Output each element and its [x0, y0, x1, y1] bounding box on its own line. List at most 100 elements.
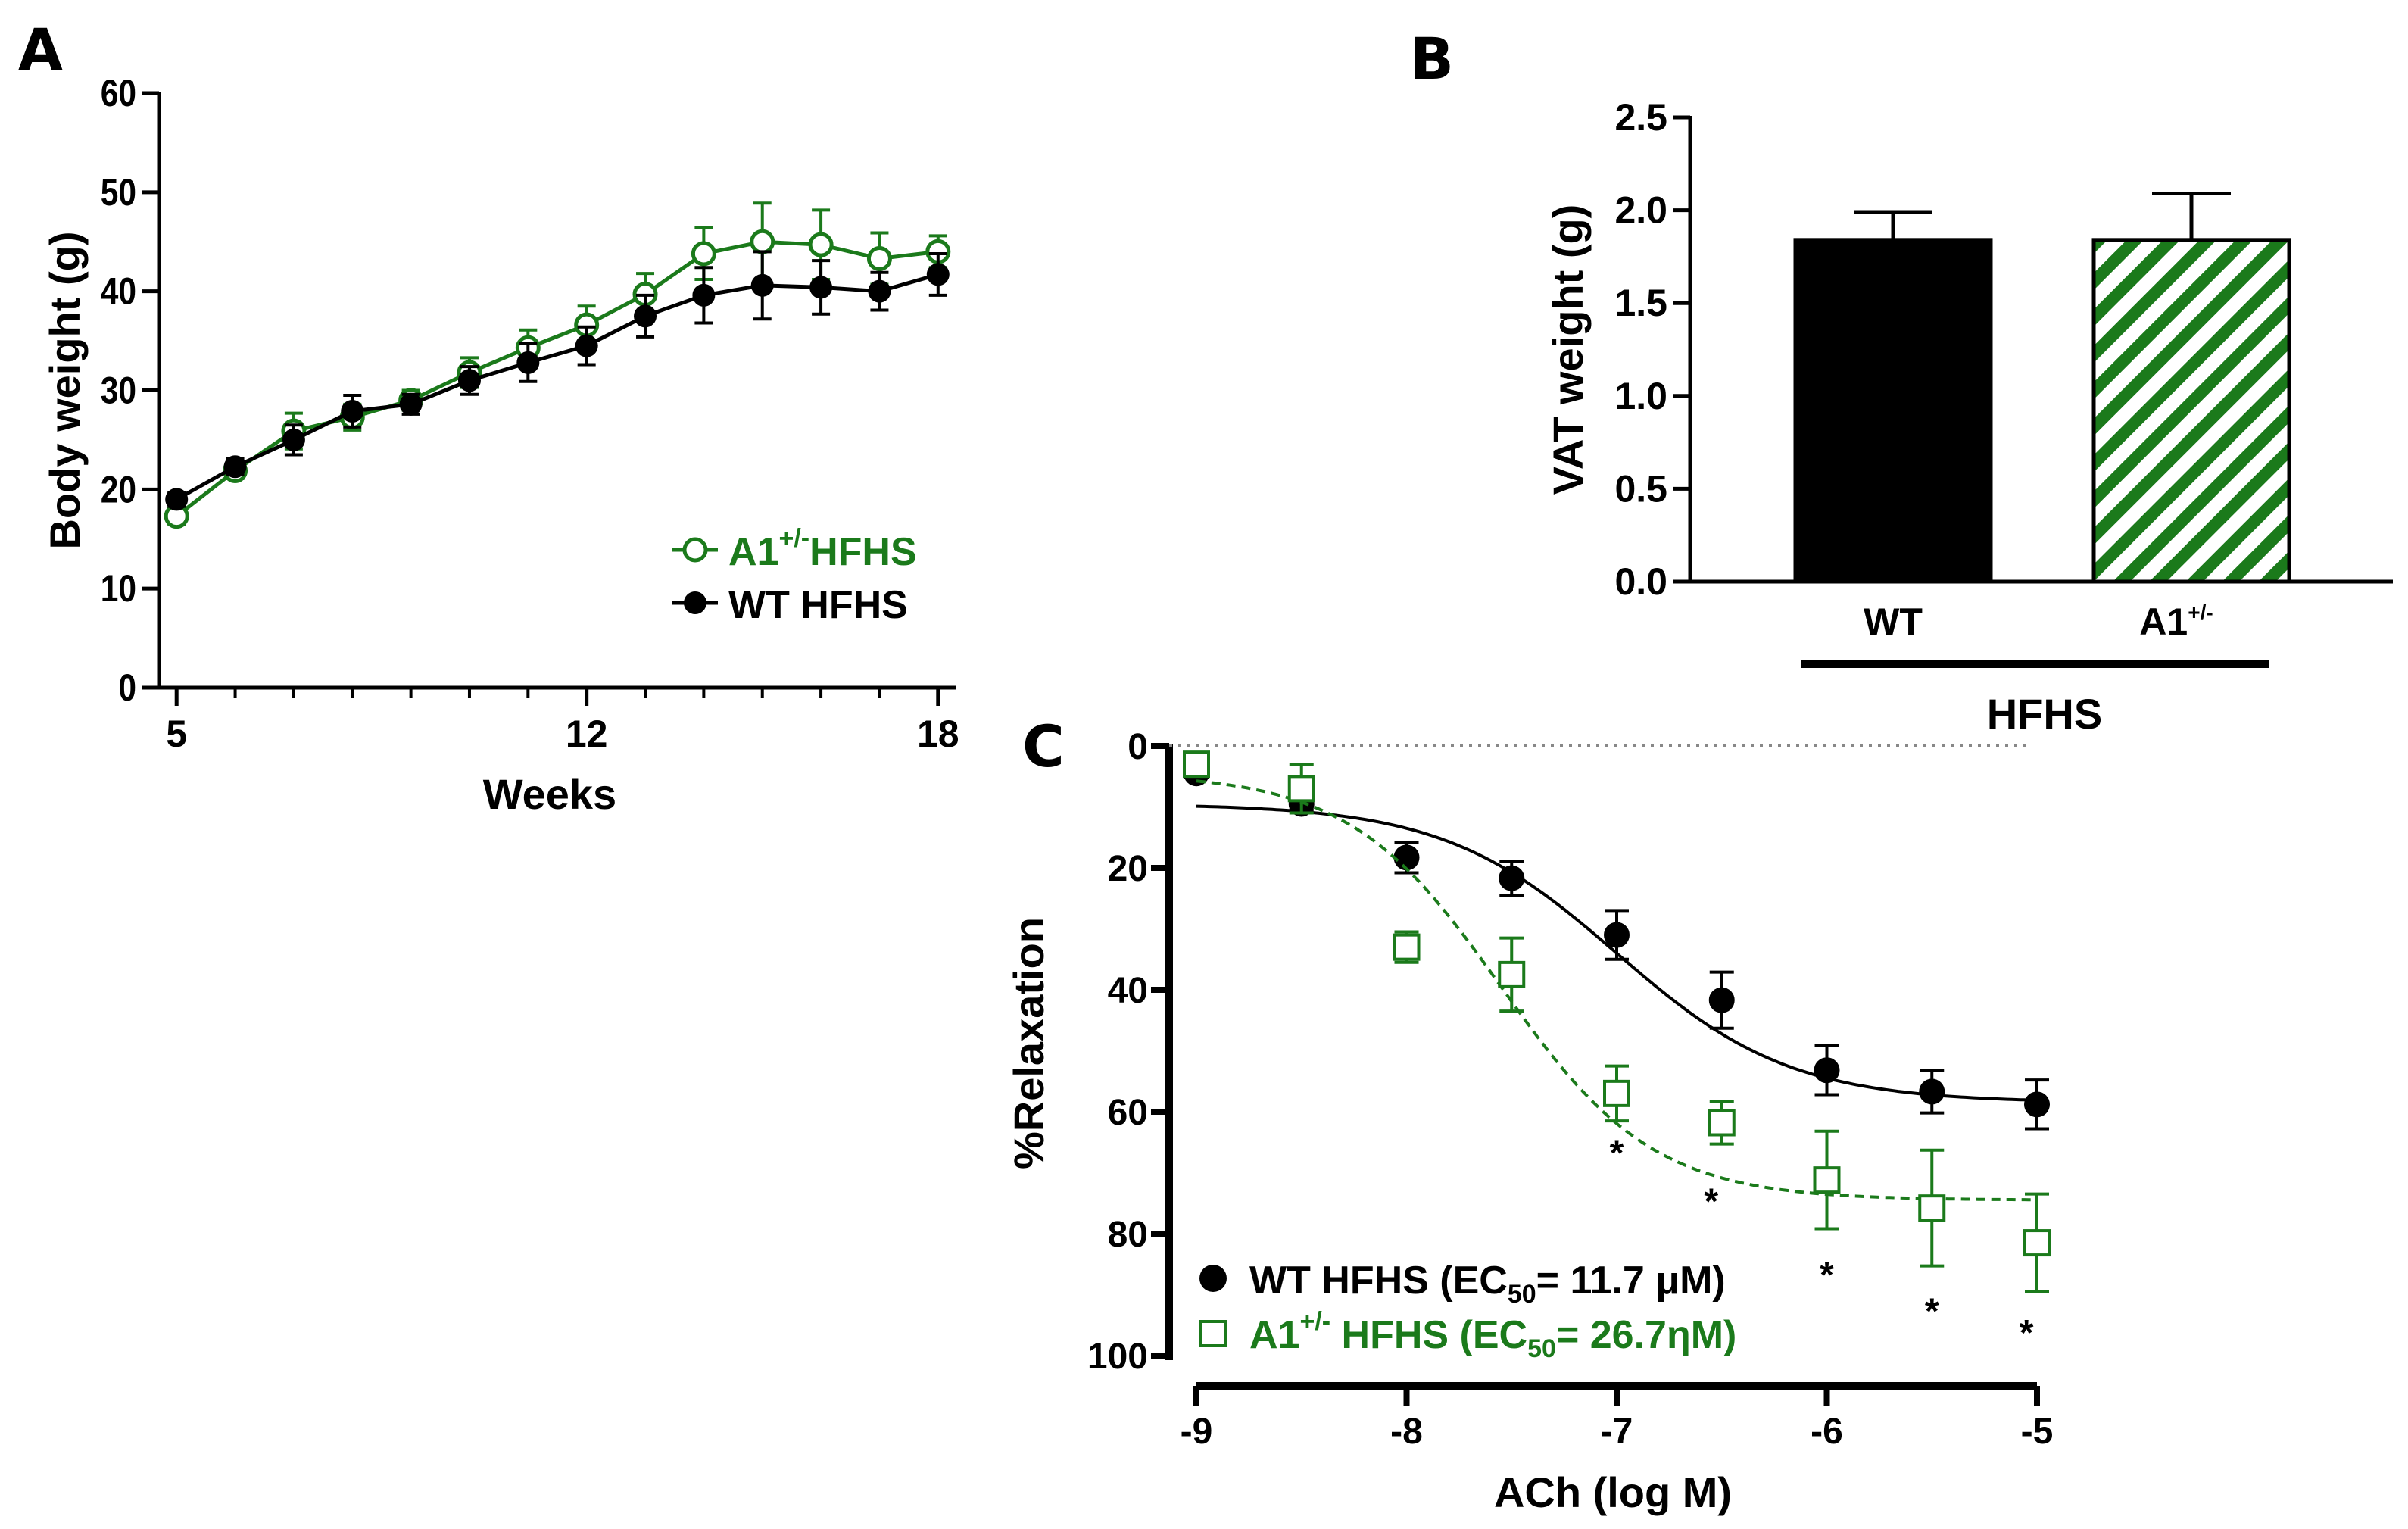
data-point — [1287, 775, 1315, 803]
significance-marker: * — [1925, 1292, 1939, 1332]
chart-c-legend: WT HFHS (EC50= 11.7 μM) A1+/- HFHS (EC50… — [1199, 1259, 1736, 1363]
significance-marker: * — [1820, 1255, 1834, 1295]
bar-a1 — [2091, 192, 2291, 584]
bar — [1793, 238, 1993, 584]
chart-c-relaxation: 0 20 40 60 80 100 -9 -8 -7 -6 -5 ACh (log M) %Relaxa… — [1005, 727, 2053, 1516]
legend-a-green-main: A1 — [728, 530, 778, 574]
data-point — [457, 369, 481, 392]
x-tick-label: 12 — [566, 713, 608, 755]
x-tick-label: -6 — [1811, 1412, 1843, 1452]
y-tick-label: 0.5 — [1614, 467, 1667, 510]
data-point — [341, 399, 364, 423]
data-point — [223, 455, 247, 479]
x-tick-label: -8 — [1390, 1412, 1423, 1452]
data-point — [2023, 1229, 2051, 1257]
x-axis-label: Weeks — [483, 770, 616, 818]
y-tick-label: 0 — [118, 666, 136, 709]
legend-c-green-label: A1+/- HFHS (EC50= 26.7ηM) — [1249, 1307, 1736, 1363]
legend-c-green-a2: HFHS (EC — [1330, 1313, 1527, 1357]
y-tick-label: 60 — [101, 72, 136, 114]
x-category-main: A1 — [2139, 601, 2188, 643]
x-tick-label: -5 — [2021, 1412, 2054, 1452]
chart-a-body-weight: 0 10 20 30 40 50 60 5 12 18 Weeks Body weight (g) — [41, 72, 959, 818]
legend-a-black-label: WT HFHS — [728, 583, 908, 627]
x-tick-label: 5 — [166, 713, 187, 755]
y-tick-label: 2.0 — [1614, 189, 1667, 232]
data-point — [1499, 865, 1525, 891]
data-point — [282, 428, 305, 451]
data-point — [1919, 1078, 1945, 1105]
series-line — [175, 273, 939, 501]
data-point — [2024, 1091, 2050, 1118]
legend-c-green-sub: 50 — [1527, 1334, 1556, 1363]
chart-a-legend: A1+/-HFHS WT HFHS — [672, 524, 917, 627]
data-point — [1393, 844, 1420, 871]
series-wt-hfhs — [165, 250, 950, 511]
y-tick-label: 100 — [1087, 1337, 1148, 1377]
y-tick-label: 50 — [101, 171, 136, 214]
significance-marker: * — [1610, 1133, 1624, 1173]
data-point — [1603, 1079, 1630, 1107]
fit-curve — [1196, 779, 2037, 1202]
legend-c-black-sub: 50 — [1508, 1280, 1536, 1309]
x-category-label: WT — [1864, 601, 1923, 643]
legend-a-green-marker — [682, 537, 708, 563]
x-axis-label: ACh (log M) — [1494, 1468, 1732, 1516]
legend-c-green-b: = 26.7ηM) — [1556, 1313, 1736, 1357]
bar — [2091, 238, 2291, 584]
y-tick-label: 20 — [1108, 849, 1148, 889]
x-category-label: A1+/- — [2139, 601, 2213, 643]
series-a1-hfhs — [164, 201, 951, 529]
data-point — [808, 232, 834, 257]
y-tick-label: 20 — [101, 468, 136, 510]
y-axis-label: Body weight (g) — [41, 232, 89, 550]
y-tick-label: 0 — [1128, 727, 1148, 767]
legend-c-black-marker — [1199, 1265, 1227, 1292]
y-tick-label: 40 — [1108, 971, 1148, 1011]
data-point — [1498, 960, 1526, 988]
x-tick-label: -9 — [1181, 1412, 1213, 1452]
x-category-main: WT — [1864, 601, 1923, 643]
y-tick-label: 80 — [1108, 1215, 1148, 1255]
data-point — [1814, 1057, 1840, 1084]
panel-letter-c: C — [1022, 713, 1065, 780]
data-point — [575, 334, 598, 357]
y-tick-label: 60 — [1108, 1093, 1148, 1133]
data-point — [1708, 1109, 1736, 1137]
legend-c-black-label: WT HFHS (EC50= 11.7 μM) — [1249, 1259, 1726, 1309]
legend-a-black-marker — [684, 591, 706, 614]
data-point — [750, 229, 775, 254]
bar-wt — [1793, 210, 1993, 584]
legend-c-green-a: A1 — [1249, 1313, 1299, 1357]
y-tick-label: 40 — [101, 270, 136, 312]
y-tick-label: 1.5 — [1614, 282, 1667, 324]
chart-c-axes: 0 20 40 60 80 100 -9 -8 -7 -6 -5 ACh (log M) %Relaxa… — [1005, 727, 2053, 1516]
data-point — [926, 263, 950, 286]
significance-marker: * — [2020, 1313, 2034, 1353]
data-point — [1708, 987, 1735, 1013]
y-tick-label: 1.0 — [1614, 375, 1667, 417]
data-point — [1183, 750, 1210, 779]
y-tick-label: 10 — [101, 567, 136, 610]
data-point — [809, 276, 833, 299]
data-point — [399, 392, 423, 416]
y-tick-label: 0.0 — [1614, 560, 1667, 603]
y-tick-label: 30 — [101, 369, 136, 411]
data-point — [165, 488, 189, 511]
data-point — [1918, 1194, 1946, 1222]
data-point — [692, 283, 716, 307]
legend-c-black-b: = 11.7 μM) — [1536, 1259, 1726, 1303]
legend-a-green-rest: HFHS — [809, 530, 917, 574]
legend-c-green-marker — [1199, 1320, 1227, 1347]
data-point — [750, 273, 774, 297]
data-point — [868, 279, 891, 303]
data-point — [516, 351, 540, 374]
significance-marker: * — [1705, 1182, 1719, 1222]
data-point — [1813, 1166, 1841, 1194]
x-category-sup: +/- — [2188, 601, 2213, 624]
y-axis-label: VAT weight (g) — [1544, 204, 1592, 495]
series-a1-hfhs — [1183, 750, 2051, 1293]
panel-letter-b: B — [1410, 25, 1454, 92]
legend-c-black-a: WT HFHS (EC — [1249, 1259, 1508, 1303]
